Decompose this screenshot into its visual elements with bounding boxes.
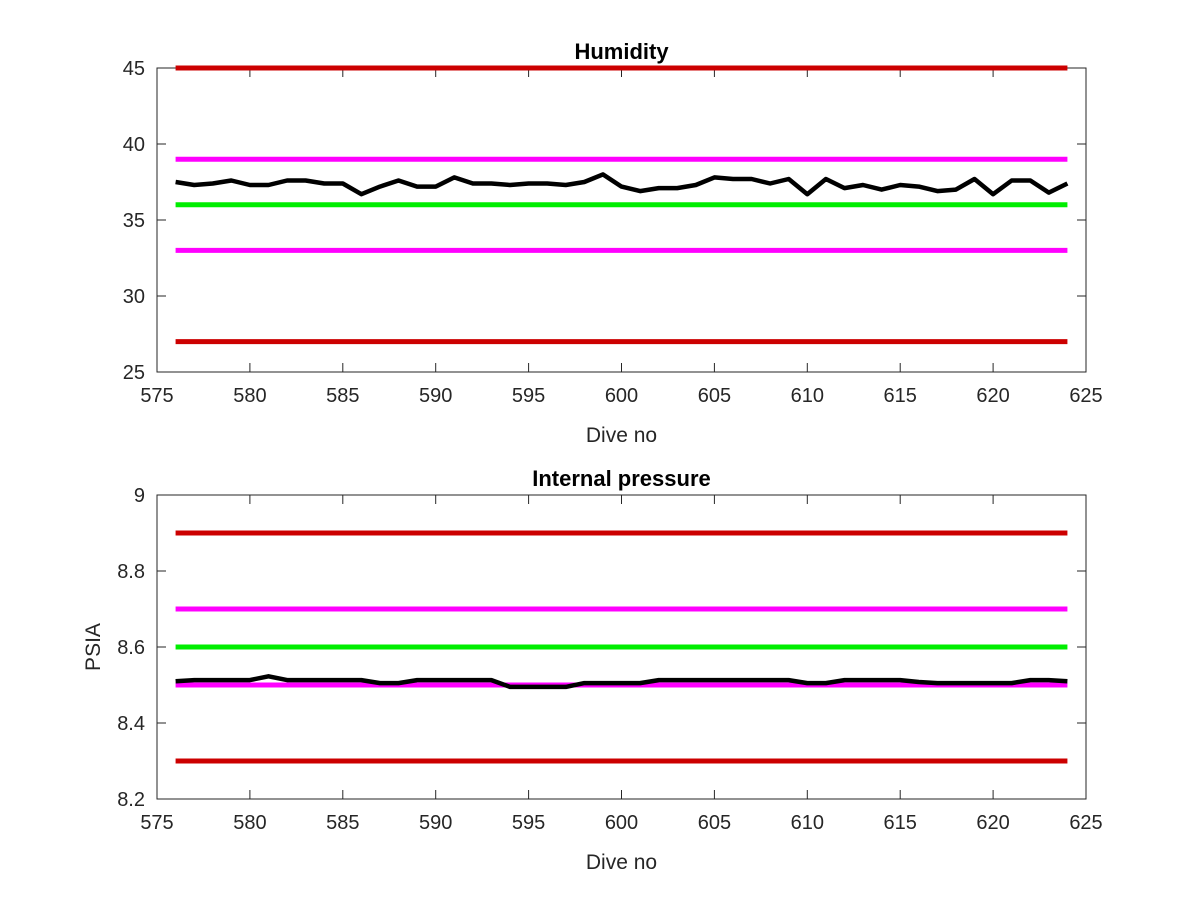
y-tick-label: 35 bbox=[123, 210, 145, 232]
x-tick-label: 605 bbox=[698, 812, 731, 834]
y-tick-label: 8.8 bbox=[117, 561, 145, 583]
x-tick-label: 590 bbox=[419, 812, 452, 834]
plot-area-frame bbox=[156, 67, 1087, 373]
x-tick-label: 620 bbox=[976, 812, 1009, 834]
y-tick-label: 40 bbox=[123, 134, 145, 156]
series-line bbox=[175, 172, 1069, 197]
y-tick-label: 30 bbox=[123, 286, 145, 308]
y-tick-label: 8.6 bbox=[117, 637, 145, 659]
chart-title: Humidity bbox=[574, 39, 669, 64]
x-tick-label: 590 bbox=[419, 385, 452, 407]
x-tick-label: 595 bbox=[512, 385, 545, 407]
series-line bbox=[175, 674, 1068, 690]
x-axis-label: Dive no bbox=[586, 424, 657, 447]
x-tick-label: 585 bbox=[326, 812, 359, 834]
x-tick-label: 600 bbox=[605, 385, 638, 407]
x-tick-label: 625 bbox=[1069, 385, 1102, 407]
x-axis-label: Dive no bbox=[586, 851, 657, 874]
x-tick-label: 615 bbox=[884, 385, 917, 407]
x-tick-label: 585 bbox=[326, 385, 359, 407]
chart-title: Internal pressure bbox=[532, 466, 711, 491]
x-tick-label: 575 bbox=[140, 385, 173, 407]
x-tick-label: 610 bbox=[791, 812, 824, 834]
x-tick-label: 625 bbox=[1069, 812, 1102, 834]
x-tick-label: 575 bbox=[140, 812, 173, 834]
x-tick-label: 610 bbox=[791, 385, 824, 407]
x-tick-label: 580 bbox=[233, 385, 266, 407]
chart-panel-2: 575 580 585 590 595 600 605 610 615 620 625 8.2 8.4 8… bbox=[82, 466, 1103, 874]
x-tick-label: 595 bbox=[512, 812, 545, 834]
chart-panel-1: 575 580 585 590 595 600 605 610 615 620 625 25 30 35 4… bbox=[123, 39, 1103, 447]
y-tick-label: 9 bbox=[134, 485, 145, 507]
x-tick-label: 605 bbox=[698, 385, 731, 407]
y-tick-label: 8.4 bbox=[117, 713, 145, 735]
x-tick-label: 600 bbox=[605, 812, 638, 834]
y-axis-label: PSIA bbox=[82, 623, 105, 671]
x-tick-label: 615 bbox=[884, 812, 917, 834]
y-tick-label: 8.2 bbox=[117, 789, 145, 811]
x-tick-label: 620 bbox=[976, 385, 1009, 407]
y-tick-label: 45 bbox=[123, 58, 145, 80]
x-tick-label: 580 bbox=[233, 812, 266, 834]
y-tick-label: 25 bbox=[123, 362, 145, 384]
